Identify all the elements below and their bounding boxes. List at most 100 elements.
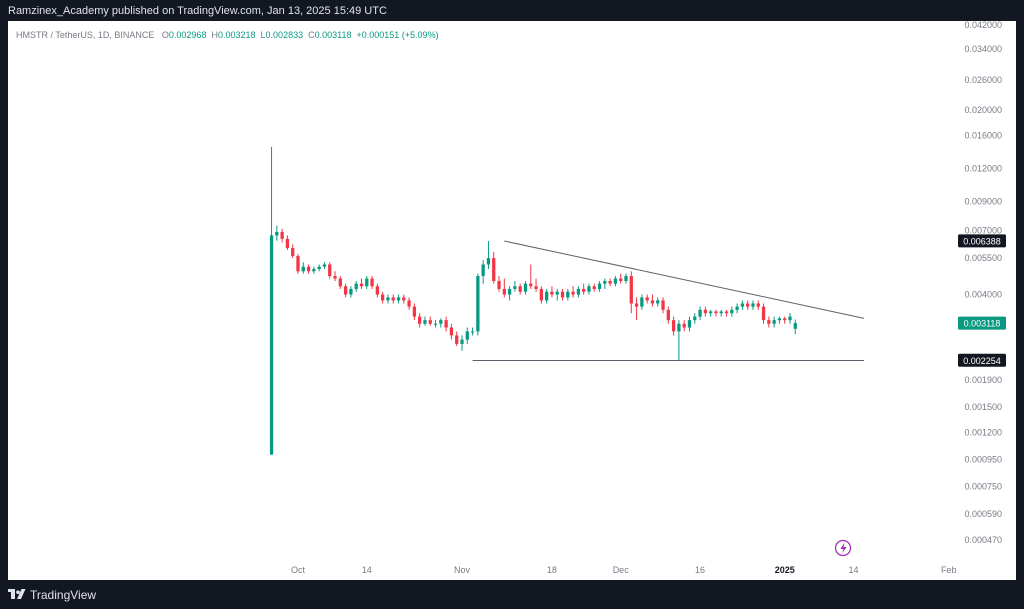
candle	[444, 316, 448, 332]
candle-body	[291, 248, 295, 256]
candle-body	[381, 294, 385, 301]
candle	[693, 313, 697, 324]
candle	[730, 306, 734, 317]
flash-icon[interactable]	[834, 539, 852, 557]
trendline-0[interactable]	[504, 240, 865, 319]
candle-body	[597, 283, 602, 289]
candle	[492, 251, 496, 284]
candle	[751, 300, 755, 310]
candle-body	[724, 311, 729, 314]
candle-body	[767, 320, 771, 324]
change-value: +0.000151 (+5.09%)	[356, 30, 439, 40]
candle-body	[486, 258, 491, 265]
candle-body	[555, 291, 559, 295]
candle-body	[497, 281, 501, 289]
candle	[687, 316, 692, 332]
candle-body	[269, 235, 274, 455]
candle	[703, 306, 707, 317]
candle	[275, 225, 279, 241]
candle	[545, 288, 549, 304]
candle-body	[349, 288, 353, 295]
candle-body	[629, 276, 633, 304]
candle-body	[793, 323, 797, 329]
candle-body	[328, 264, 332, 277]
candle	[767, 316, 771, 328]
candle-body	[375, 286, 379, 295]
candle-body	[444, 320, 448, 328]
candle-body	[391, 297, 395, 301]
price-label: 0.003118	[958, 316, 1006, 330]
candle	[354, 281, 358, 292]
candle-body	[449, 327, 454, 336]
candle	[534, 278, 538, 292]
candle	[423, 316, 427, 326]
candle-body	[783, 318, 787, 321]
candle-body	[338, 278, 342, 287]
price-axis[interactable]: 0.042000 0.034000 0.026000 0.020000 0.016000…	[964, 20, 1002, 545]
price-labels: 0.006388 0.003118 0.002254	[958, 234, 1006, 367]
candle	[560, 288, 565, 301]
candle	[433, 320, 438, 328]
publisher-bar: Ramzinex_Academy published on TradingVie…	[0, 0, 1024, 22]
candle-body	[412, 306, 417, 317]
candle-body	[640, 297, 644, 307]
candle-body	[312, 268, 316, 272]
candle	[428, 316, 432, 326]
candle-body	[788, 316, 792, 321]
candle-body	[703, 309, 707, 314]
tradingview-brand[interactable]: TradingView	[8, 588, 96, 602]
candle-body	[751, 303, 755, 307]
y-tick-label: 0.000950	[964, 454, 1002, 464]
candle	[381, 291, 385, 304]
close-label: C	[308, 30, 315, 40]
chart-frame[interactable]	[8, 21, 1016, 580]
time-axis[interactable]: Oct 14 Nov 18 Dec 16 2025 14 Feb	[291, 565, 956, 575]
symbol-legend: HMSTR / TetherUS, 1D, BINANCE O0.002968 …	[16, 30, 439, 40]
x-tick-label: Nov	[454, 565, 471, 575]
candle-body	[476, 276, 480, 332]
candle-body	[365, 278, 369, 287]
candle	[539, 286, 543, 304]
candle	[322, 262, 327, 269]
candle	[391, 294, 395, 304]
candle-body	[645, 297, 649, 301]
y-tick-label: 0.007000	[964, 225, 1002, 235]
candle-body	[470, 331, 475, 333]
candle	[772, 316, 776, 328]
candle-body	[407, 300, 411, 307]
candle	[724, 309, 729, 317]
candle	[603, 278, 607, 289]
x-tick-label: 2025	[775, 565, 795, 575]
candles	[269, 146, 797, 455]
candle-body	[465, 331, 469, 340]
candle-body	[455, 335, 459, 344]
candle-body	[428, 320, 432, 324]
footer-bar: TradingView	[0, 581, 1024, 609]
candle-body	[560, 291, 565, 298]
candle	[682, 320, 686, 332]
candle	[375, 283, 379, 298]
candle-body	[296, 255, 300, 272]
symbol-name[interactable]: HMSTR / TetherUS, 1D, BINANCE	[16, 30, 155, 40]
y-tick-label: 0.005500	[964, 253, 1002, 263]
candle	[291, 244, 295, 259]
y-tick-label: 0.001200	[964, 428, 1002, 438]
candle	[761, 303, 766, 324]
y-tick-label: 0.001500	[964, 402, 1002, 412]
candle	[460, 335, 464, 351]
candle	[285, 235, 290, 250]
candle-body	[740, 303, 745, 307]
open-label: O	[161, 30, 169, 40]
candle	[629, 271, 633, 314]
high-label: H	[211, 30, 218, 40]
candle-body	[735, 306, 739, 310]
candle	[619, 273, 623, 284]
candle	[523, 281, 528, 295]
candle-body	[439, 320, 443, 324]
low-value: 0.002833	[265, 30, 304, 40]
candle-body	[730, 309, 734, 314]
candle	[597, 281, 602, 292]
candle-body	[587, 286, 591, 292]
candle-body	[280, 232, 284, 239]
